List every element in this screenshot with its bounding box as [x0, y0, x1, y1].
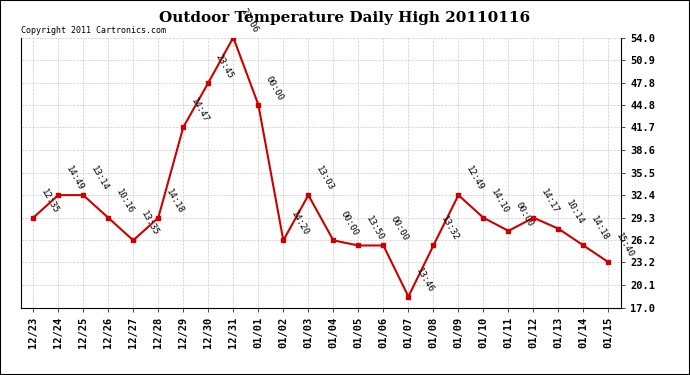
Text: 13:03: 13:03 [314, 165, 335, 192]
Text: 14:47: 14:47 [189, 97, 210, 124]
Text: 12:35: 12:35 [39, 187, 60, 215]
Text: 10:16: 10:16 [114, 187, 135, 215]
Text: 00:00: 00:00 [389, 215, 410, 243]
Text: 14:49: 14:49 [63, 165, 85, 192]
Text: 13:32: 13:32 [439, 215, 460, 243]
Text: Copyright 2011 Cartronics.com: Copyright 2011 Cartronics.com [21, 26, 166, 35]
Text: 23:45: 23:45 [214, 52, 235, 80]
Text: 13:50: 13:50 [364, 215, 385, 243]
Text: 00:00: 00:00 [514, 200, 535, 228]
Text: 13:35: 13:35 [139, 210, 160, 238]
Text: 14:20: 14:20 [289, 210, 310, 238]
Text: 13:46: 13:46 [414, 266, 435, 294]
Text: 14:10: 14:10 [489, 187, 510, 215]
Text: 13:14: 13:14 [89, 165, 110, 192]
Text: Outdoor Temperature Daily High 20110116: Outdoor Temperature Daily High 20110116 [159, 11, 531, 25]
Text: 00:00: 00:00 [339, 210, 360, 238]
Text: 10:14: 10:14 [564, 198, 585, 226]
Text: 12:49: 12:49 [464, 165, 485, 192]
Text: 15:40: 15:40 [614, 232, 635, 260]
Text: 00:00: 00:00 [264, 74, 285, 102]
Text: 14:17: 14:17 [539, 187, 560, 215]
Text: 21:06: 21:06 [239, 7, 260, 35]
Text: 14:18: 14:18 [164, 187, 185, 215]
Text: 14:18: 14:18 [589, 215, 610, 243]
